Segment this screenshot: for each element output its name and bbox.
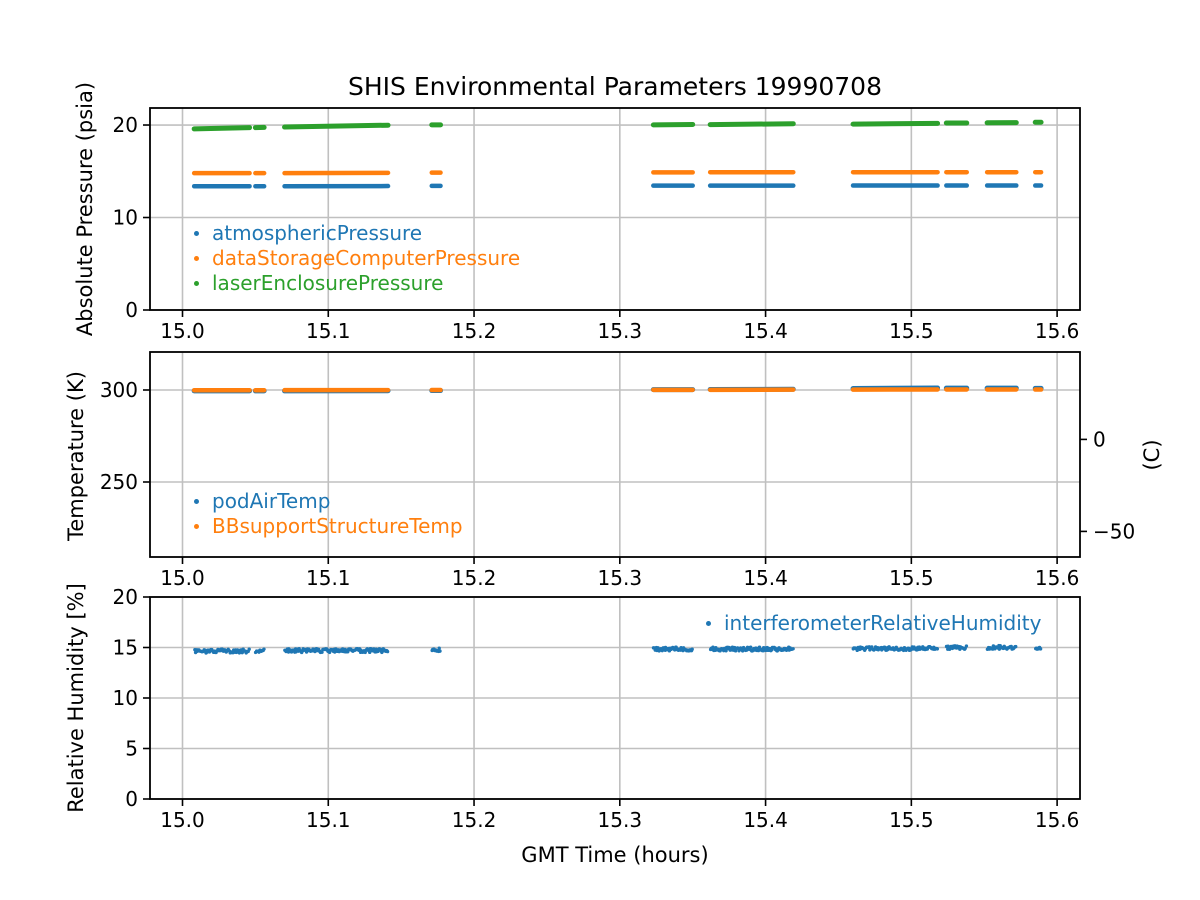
svg-text:−50: −50	[1093, 519, 1135, 543]
svg-text:15.0: 15.0	[160, 319, 205, 343]
svg-text:300: 300	[100, 378, 138, 402]
svg-text:15.4: 15.4	[743, 319, 788, 343]
svg-text:15.3: 15.3	[598, 566, 643, 590]
legend-marker-dot	[194, 499, 199, 504]
svg-text:10: 10	[113, 686, 138, 710]
svg-text:15.0: 15.0	[160, 808, 205, 832]
legend-item: laserEnclosurePressure	[186, 271, 520, 296]
svg-text:5: 5	[125, 737, 138, 761]
temperature-plot: 15.0 15.1 15.2 15.3 15.4 15.5 15.6 250 300 0 −50	[100, 351, 1135, 590]
legend-item: dataStorageComputerPressure	[186, 246, 520, 271]
svg-text:15.3: 15.3	[598, 808, 643, 832]
svg-text:15.3: 15.3	[598, 319, 643, 343]
legend-label: interferometerRelativeHumidity	[724, 611, 1042, 635]
svg-text:15.5: 15.5	[889, 566, 934, 590]
humidity-legend: interferometerRelativeHumidity	[698, 611, 1041, 636]
svg-text:15.0: 15.0	[160, 566, 205, 590]
svg-text:15: 15	[113, 636, 138, 660]
legend-marker-dot	[194, 281, 199, 286]
svg-text:15.6: 15.6	[1035, 319, 1080, 343]
svg-text:15.5: 15.5	[889, 808, 934, 832]
svg-text:0: 0	[1093, 427, 1106, 451]
legend-item: BBsupportStructureTemp	[186, 514, 463, 539]
legend-item: podAirTemp	[186, 489, 463, 514]
legend-marker-dot	[194, 524, 199, 529]
svg-text:15.2: 15.2	[452, 566, 497, 590]
chart-title: SHIS Environmental Parameters 19990708	[348, 72, 882, 101]
legend-label: BBsupportStructureTemp	[212, 514, 463, 538]
svg-text:15.2: 15.2	[452, 808, 497, 832]
svg-text:15.1: 15.1	[306, 566, 351, 590]
svg-text:15.1: 15.1	[306, 808, 351, 832]
humidity-ylabel: Relative Humidity [%]	[64, 583, 88, 813]
humidity-plot: 15.0 15.1 15.2 15.3 15.4 15.5 15.6 0 5 10 15 20	[113, 585, 1081, 832]
legend-item: atmosphericPressure	[186, 221, 520, 246]
svg-text:15.4: 15.4	[743, 566, 788, 590]
svg-text:15.5: 15.5	[889, 319, 934, 343]
x-axis-label: GMT Time (hours)	[521, 843, 709, 867]
legend-marker-dot	[194, 231, 199, 236]
temperature-ylabel: Temperature (K)	[64, 371, 88, 541]
pressure-plot: 15.0 15.1 15.2 15.3 15.4 15.5 15.6 0 10 20	[113, 107, 1081, 343]
celsius-ylabel: (C)	[1140, 439, 1164, 471]
temperature-legend: podAirTemp BBsupportStructureTemp	[186, 489, 463, 539]
pressure-legend: atmosphericPressure dataStorageComputerP…	[186, 221, 520, 296]
svg-text:250: 250	[100, 470, 138, 494]
svg-text:0: 0	[125, 298, 138, 322]
svg-text:20: 20	[113, 585, 138, 609]
legend-label: laserEnclosurePressure	[212, 271, 444, 295]
legend-label: atmosphericPressure	[212, 221, 423, 245]
svg-text:0: 0	[125, 787, 138, 811]
svg-text:15.6: 15.6	[1035, 808, 1080, 832]
legend-item: interferometerRelativeHumidity	[698, 611, 1041, 636]
svg-text:15.2: 15.2	[452, 319, 497, 343]
svg-text:15.4: 15.4	[743, 808, 788, 832]
svg-text:20: 20	[113, 113, 138, 137]
pressure-ylabel: Absolute Pressure (psia)	[73, 81, 97, 337]
svg-text:10: 10	[113, 206, 138, 230]
legend-marker-dot	[706, 621, 711, 626]
svg-text:15.6: 15.6	[1035, 566, 1080, 590]
legend-marker-dot	[194, 256, 199, 261]
legend-label: podAirTemp	[212, 489, 331, 513]
svg-text:15.1: 15.1	[306, 319, 351, 343]
legend-label: dataStorageComputerPressure	[212, 246, 521, 270]
